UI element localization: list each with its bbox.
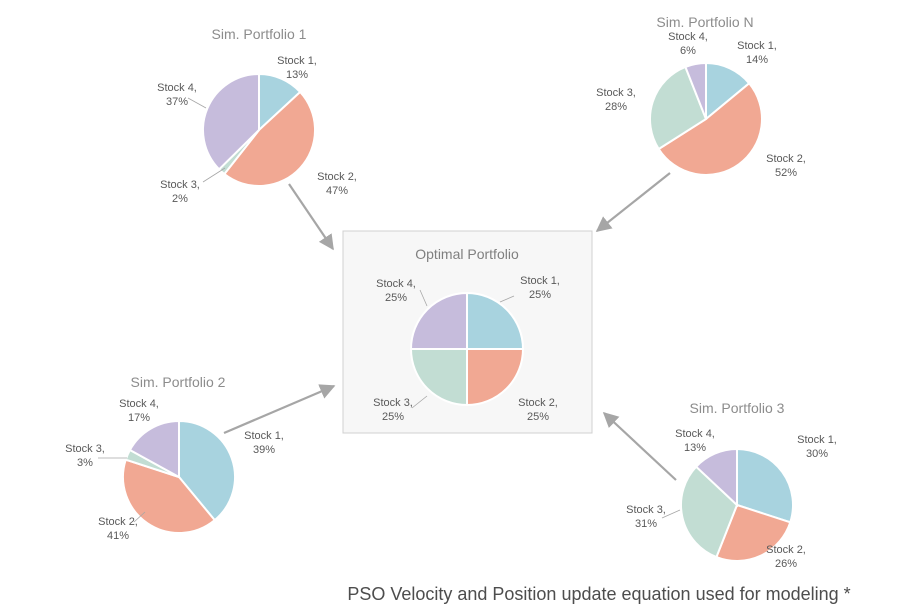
title-sim-portfolio-n: Sim. Portfolio N — [656, 14, 753, 30]
labels-sim-portfolio-2: Stock 1, 39% Stock 2, 41% Stock 3, 3% Stock… — [65, 398, 284, 542]
pie-slice-optimal-stock-3 — [409, 348, 468, 407]
title-sim-portfolio-2: Sim. Portfolio 2 — [131, 374, 226, 390]
pie-slice-sim2-stock-4 — [128, 419, 180, 479]
data-label-simN-stock4: Stock 4, 6% — [668, 31, 708, 57]
pie-slice-sim3-stock-1 — [736, 447, 794, 524]
data-label-opt-stock3: Stock 3, 25% — [373, 397, 413, 423]
data-label-opt-stock1: Stock 1, 25% — [520, 275, 560, 301]
arrow-sim3-to-optimal — [602, 411, 677, 481]
pie-slice-sim3-stock-4 — [694, 447, 738, 508]
data-label-sim2-stock1: Stock 1, 39% — [244, 430, 284, 456]
data-label-sim1-stock3: Stock 3, 2% — [160, 179, 200, 205]
pie-slice-sim1-stock-4 — [202, 72, 260, 171]
labels-sim-portfolio-n: Stock 1, 14% Stock 2, 52% Stock 3, 28% Stoc… — [596, 31, 806, 179]
data-label-sim1-stock1: Stock 1, 13% — [277, 55, 317, 81]
title-optimal-portfolio: Optimal Portfolio — [415, 246, 519, 262]
labels-sim-portfolio-3: Stock 1, 30% Stock 2, 26% Stock 3, 31% Stoc… — [626, 428, 837, 570]
leader-opt-stock3 — [411, 395, 428, 409]
pie-slice-optimal-stock-1 — [466, 291, 525, 350]
pie-slice-sim3-stock-3 — [680, 465, 739, 559]
pie-slice-optimal-stock-2 — [466, 348, 525, 407]
pie-slice-sim3-stock-2 — [715, 503, 792, 562]
pie-slice-simN-stock-3 — [649, 65, 708, 151]
data-label-sim3-stock3: Stock 3, 31% — [626, 504, 666, 530]
labels-sim-portfolio-1: Stock 1, 13% Stock 2, 47% Stock 3, 2% Stock… — [157, 55, 357, 205]
arrow-simN-to-optimal — [595, 172, 671, 232]
pie-chart-sim-portfolio-2 — [122, 419, 236, 534]
data-label-sim3-stock1: Stock 1, 30% — [797, 434, 837, 460]
leader-sim1-stock3 — [202, 167, 226, 183]
title-sim-portfolio-1: Sim. Portfolio 1 — [212, 26, 307, 42]
labels-optimal-portfolio: Stock 1, 25% Stock 2, 25% Stock 3, 25% Stoc… — [373, 275, 560, 423]
leader-sim3-stock3 — [661, 509, 681, 519]
leader-opt-stock1 — [499, 295, 515, 303]
data-label-simN-stock3: Stock 3, 28% — [596, 87, 636, 113]
pie-slice-optimal-stock-4 — [409, 291, 468, 350]
leader-sim1-stock4 — [187, 97, 207, 109]
data-label-sim3-stock2: Stock 2, 26% — [766, 544, 806, 570]
leader-opt-stock4 — [419, 289, 428, 307]
pie-chart-sim-portfolio-3 — [680, 447, 794, 562]
data-label-opt-stock2: Stock 2, 25% — [518, 397, 558, 423]
caption: PSO Velocity and Position update equatio… — [347, 584, 850, 604]
arrow-sim1-to-optimal — [288, 183, 334, 251]
data-label-sim2-stock3: Stock 3, 3% — [65, 443, 105, 469]
data-label-sim3-stock4: Stock 4, 13% — [675, 428, 715, 454]
data-label-sim2-stock2: Stock 2, 41% — [98, 516, 138, 542]
pie-chart-sim-portfolio-n — [649, 61, 763, 176]
pie-slice-sim2-stock-1 — [178, 419, 236, 522]
pie-chart-sim-portfolio-1 — [202, 72, 317, 188]
data-label-sim1-stock4: Stock 4, 37% — [157, 82, 197, 108]
data-label-opt-stock4: Stock 4, 25% — [376, 278, 416, 304]
pie-chart-optimal-portfolio — [409, 291, 525, 407]
leader-sim2-stock2 — [133, 511, 146, 523]
pie-slice-sim2-stock-2 — [122, 458, 217, 534]
leader-lines — [98, 97, 681, 523]
pie-slice-simN-stock-4 — [684, 61, 707, 120]
title-sim-portfolio-3: Sim. Portfolio 3 — [690, 400, 785, 416]
data-label-simN-stock2: Stock 2, 52% — [766, 153, 806, 179]
pie-slice-simN-stock-2 — [657, 81, 763, 176]
data-label-sim1-stock2: Stock 2, 47% — [317, 171, 357, 197]
data-label-simN-stock1: Stock 1, 14% — [737, 40, 777, 66]
data-label-sim2-stock4: Stock 4, 17% — [119, 398, 159, 424]
pie-slice-sim1-stock-2 — [222, 90, 317, 188]
arrow-sim2-to-optimal — [223, 384, 336, 435]
